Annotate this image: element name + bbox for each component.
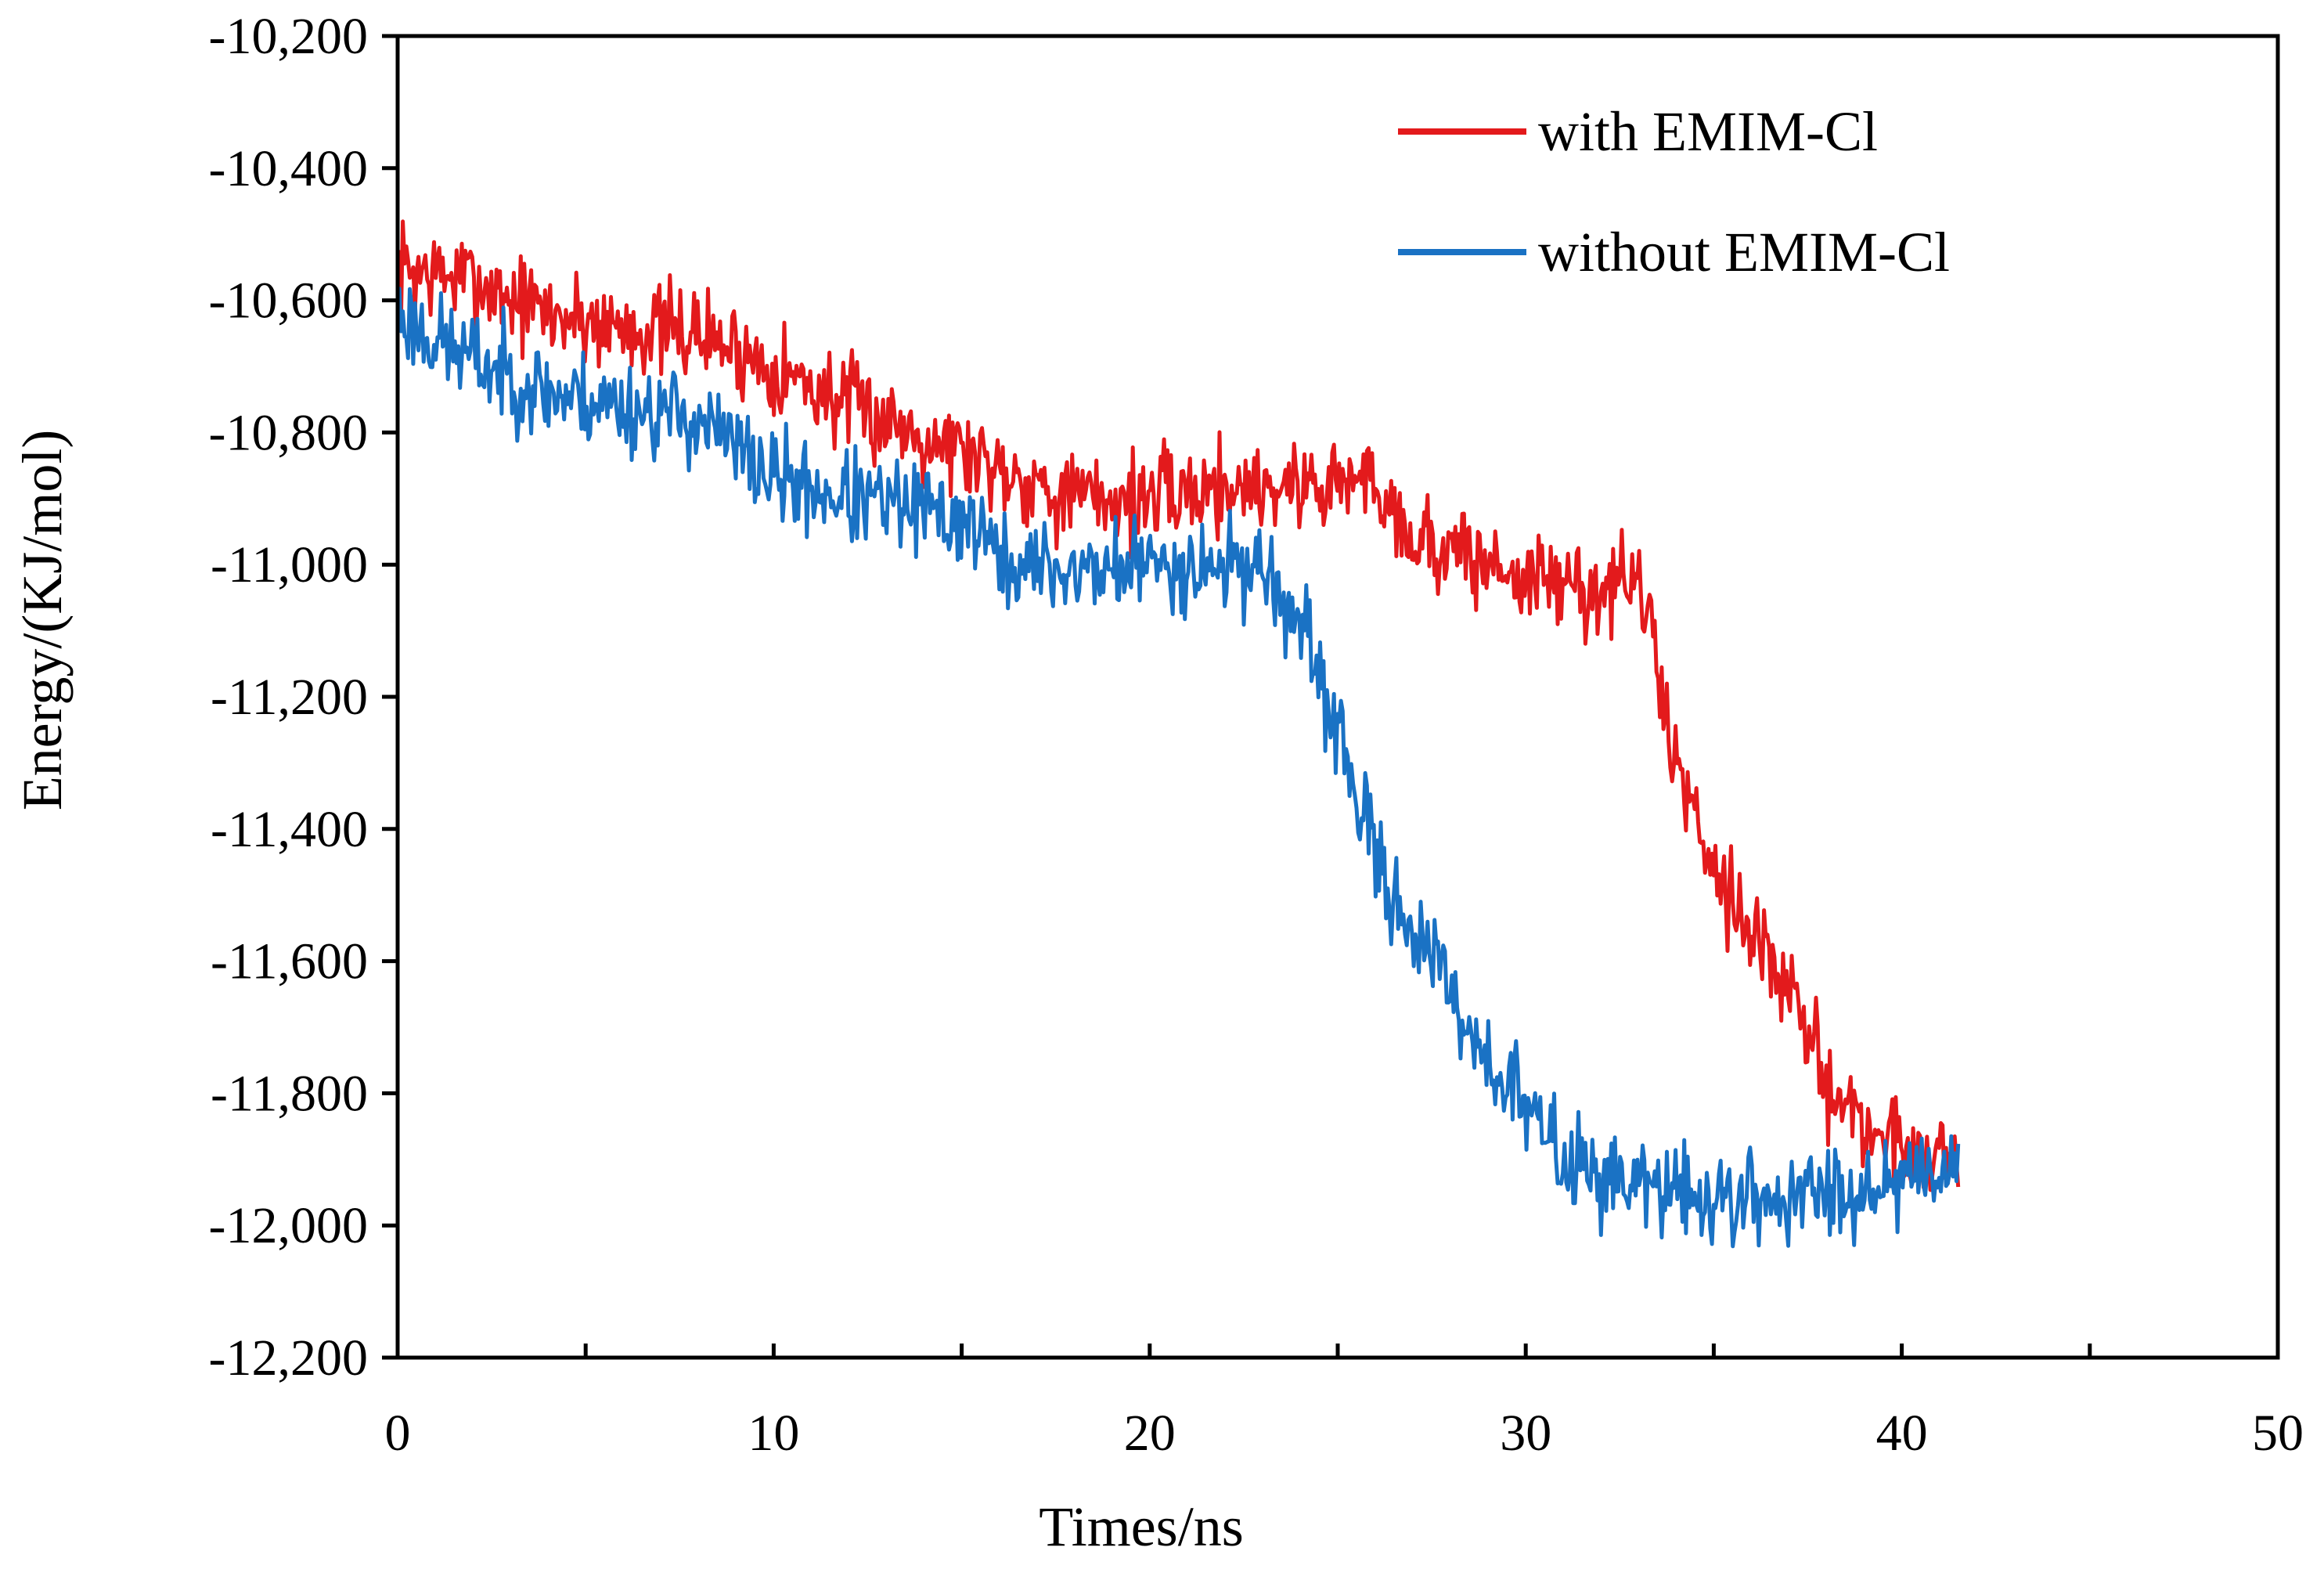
axis-ticks — [382, 34, 2280, 1360]
y-tick-label: -10,200 — [209, 8, 368, 65]
y-tick-label: -12,200 — [209, 1329, 368, 1387]
y-tick-label: -11,200 — [211, 669, 368, 726]
legend-label-without-emim-cl: without EMIM-Cl — [1538, 221, 1950, 283]
y-tick-labels: -10,200 -10,400 -10,600 -10,800 -11,000 -11,2… — [209, 8, 368, 1387]
y-tick-label: -11,000 — [211, 536, 368, 593]
x-tick-label: 50 — [2252, 1405, 2304, 1462]
y-tick-label: -11,800 — [211, 1065, 368, 1122]
x-tick-label: 40 — [1876, 1405, 1928, 1462]
series-line-without-emim-cl — [395, 287, 1961, 1249]
y-tick-label: -12,000 — [209, 1197, 368, 1254]
y-tick-label: -11,600 — [211, 933, 368, 990]
legend: with EMIM-Cl without EMIM-Cl — [1398, 100, 1950, 283]
x-axis-title: Times/ns — [1039, 1495, 1243, 1558]
plot-frame — [395, 34, 2280, 1360]
y-tick-label: -10,800 — [209, 404, 368, 461]
y-tick-label: -10,600 — [209, 272, 368, 330]
plot-series-layer — [395, 219, 1961, 1249]
x-tick-label: 0 — [385, 1405, 411, 1462]
x-tick-label: 30 — [1500, 1405, 1551, 1462]
legend-label-with-emim-cl: with EMIM-Cl — [1538, 100, 1878, 163]
y-tick-label: -10,400 — [209, 140, 368, 197]
x-tick-label: 10 — [748, 1405, 799, 1462]
x-tick-labels: 0 10 20 30 40 50 — [385, 1405, 2304, 1462]
y-axis-title: Energy/(KJ/mol) — [11, 430, 74, 811]
x-tick-label: 20 — [1124, 1405, 1176, 1462]
y-tick-label: -11,400 — [211, 801, 368, 858]
series-line-with-emim-cl — [395, 219, 1961, 1192]
